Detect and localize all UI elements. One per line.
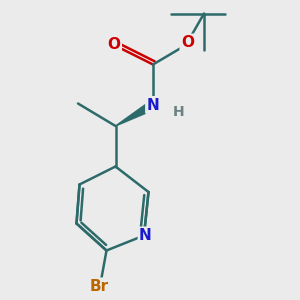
Text: N: N <box>147 98 159 112</box>
Polygon shape <box>116 101 155 126</box>
Text: O: O <box>181 35 194 50</box>
Text: N: N <box>139 228 152 243</box>
Text: O: O <box>107 37 121 52</box>
Text: H: H <box>173 106 184 119</box>
Text: Br: Br <box>89 279 109 294</box>
